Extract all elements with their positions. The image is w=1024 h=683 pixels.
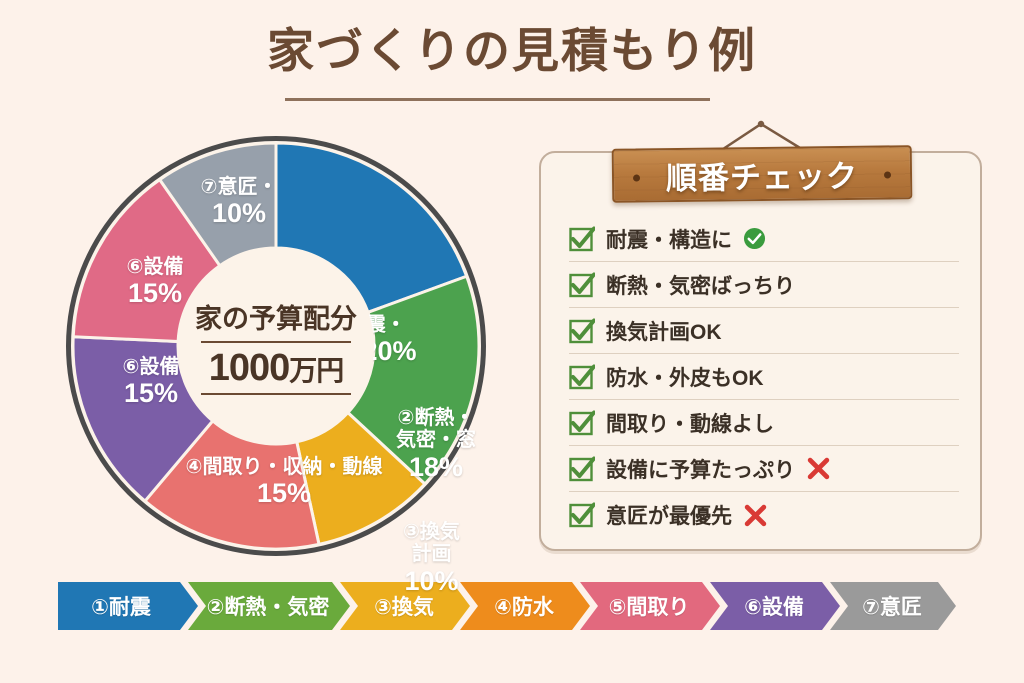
step-chevron[interactable]: ①耐震 [58, 582, 198, 630]
step-label: ①耐震 [91, 596, 151, 619]
donut-center: 家の予算配分 1000万円 [178, 248, 374, 444]
checklist-row[interactable]: 断熱・気密ばっちり [569, 262, 959, 308]
nail-left-icon [632, 174, 641, 182]
checklist-item-label: 防水・外皮もOK [606, 366, 764, 390]
checklist-row[interactable]: 防水・外皮もOK [569, 354, 959, 400]
checklist-row[interactable]: 耐震・構造に [569, 216, 959, 262]
step-label: ②断熱・気密 [206, 596, 330, 619]
checkbox-checked-icon[interactable] [569, 502, 596, 528]
title-underline [285, 98, 710, 101]
step-label: ⑥設備 [744, 596, 804, 619]
checklist-row[interactable]: 意匠が最優先 [569, 492, 959, 538]
checkbox-checked-icon[interactable] [569, 272, 596, 298]
amount-unit: 万円 [289, 355, 344, 386]
checklist-item-label: 断熱・気密ばっちり [606, 274, 795, 298]
checklist-item-label: 設備に予算たっぷり [606, 458, 795, 482]
donut-center-rule-top [201, 341, 351, 343]
budget-donut-chart: ①耐震・ 横造 20% ②断熱・ 気密・窓 18% ③換気 計画 10% ④間取… [66, 136, 486, 596]
checklist-row[interactable]: 設備に予算たっぷり [569, 446, 959, 492]
step-label: ⑦意匠 [862, 596, 922, 619]
x-mark-icon [806, 456, 831, 481]
step-chevron[interactable]: ⑦意匠 [830, 582, 956, 630]
checklist-item-label: 意匠が最優先 [606, 505, 732, 528]
donut-center-amount: 1000万円 [208, 347, 345, 390]
step-chevron[interactable]: ⑤間取り [580, 582, 720, 630]
page-title-container: 家づくりの見積もり例 [0, 24, 1024, 78]
process-step-bar: ①耐震 ②断熱・気密 ③換気 ④防水 ⑤間取り ⑥設備 ⑦意匠 [58, 582, 970, 630]
checkbox-checked-icon[interactable] [569, 364, 596, 390]
checklist-row[interactable]: 間取り・動線よし [569, 400, 959, 446]
nail-right-icon [883, 171, 892, 179]
x-mark-icon [743, 503, 768, 528]
checkbox-checked-icon[interactable] [569, 456, 596, 482]
step-chevron[interactable]: ④防水 [460, 582, 590, 630]
step-label: ③換気 [374, 596, 434, 619]
checkbox-checked-icon[interactable] [569, 226, 596, 252]
checklist-item-label: 間取り・動線よし [606, 412, 774, 436]
step-chevron[interactable]: ③換気 [340, 582, 470, 630]
checklist-item-label: 換気計画OK [606, 320, 722, 344]
amount-number: 1000 [208, 347, 291, 389]
checklist-sign: 順番チェック [611, 145, 913, 203]
checkbox-checked-icon[interactable] [569, 410, 596, 436]
checklist-card [539, 151, 982, 551]
donut-center-title: 家の予算配分 [195, 304, 357, 334]
checkbox-checked-icon[interactable] [569, 318, 596, 344]
checklist-sign-label: 順番チェック [665, 158, 859, 196]
checklist-item-label: 耐震・構造に [606, 228, 732, 252]
checklist-items: 耐震・構造に 断熱・気密ばっちり 換気計画OK 防水・外皮もOK 間取り・動線よ… [569, 216, 959, 538]
sign-hanging-string [715, 120, 807, 154]
step-label: ④防水 [494, 596, 554, 619]
step-chevron[interactable]: ⑥設備 [710, 582, 840, 630]
page-title: 家づくりの見積もり例 [267, 24, 757, 77]
donut-center-rule-bottom [201, 393, 351, 395]
ok-circle-icon [743, 227, 766, 250]
step-label: ⑤間取り [608, 596, 690, 619]
step-chevron[interactable]: ②断熱・気密 [188, 582, 350, 630]
checklist-row[interactable]: 換気計画OK [569, 308, 959, 354]
